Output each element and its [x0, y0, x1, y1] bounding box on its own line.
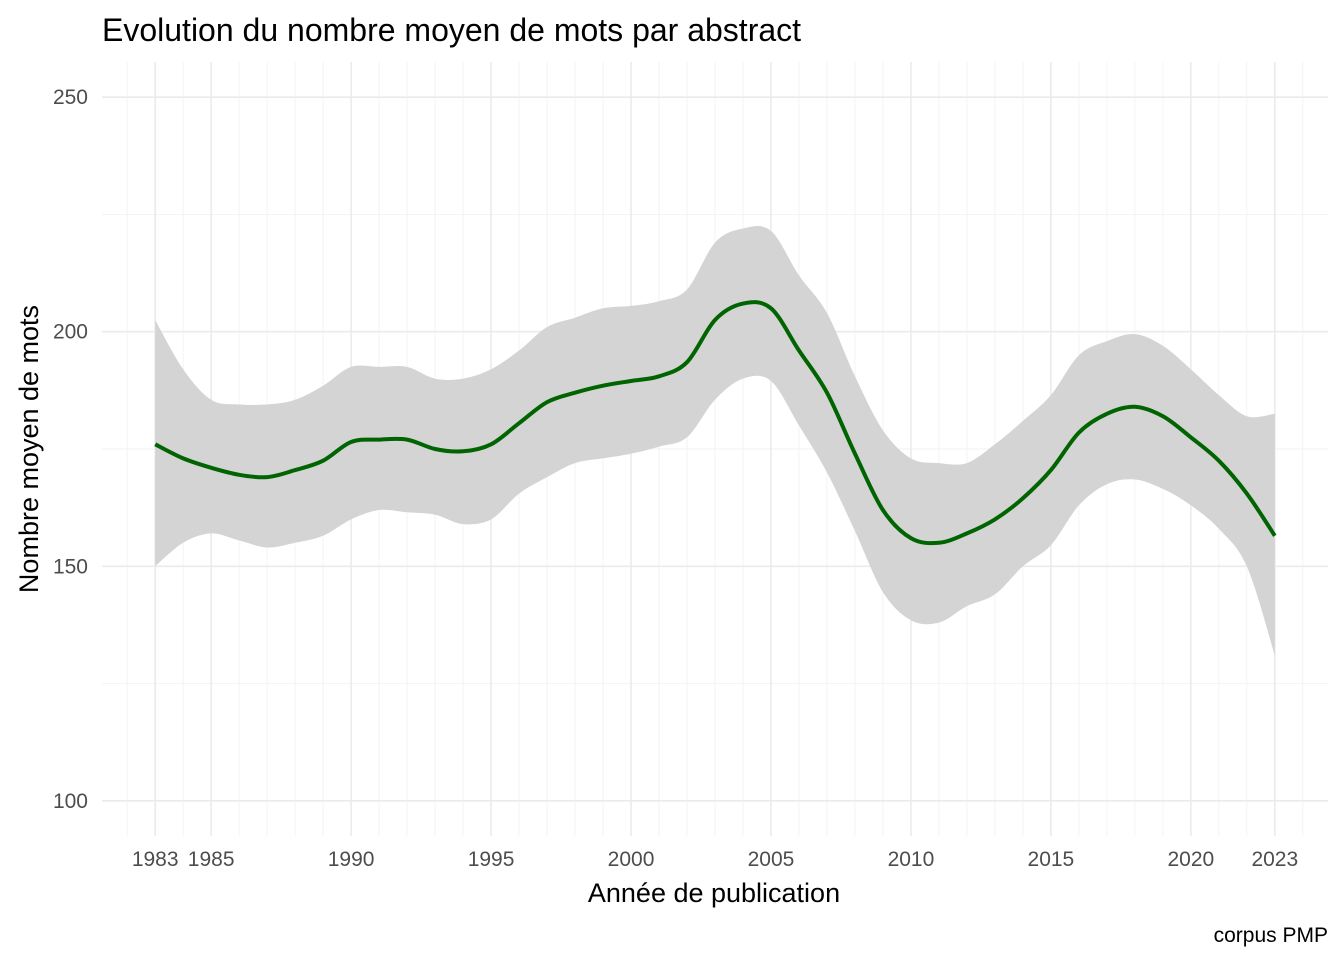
x-tick-label: 1985	[188, 848, 235, 871]
x-tick-label: 2020	[1167, 848, 1214, 871]
y-axis-title: Nombre moyen de mots	[14, 305, 44, 593]
x-tick-label: 2000	[608, 848, 655, 871]
x-tick-label: 2015	[1028, 848, 1075, 871]
series-line	[154, 300, 1277, 546]
x-tick-label: 1983	[132, 848, 179, 871]
x-axis-ticks: 1983 1985 1990 1995 2000 2005 2010 2015 2020 2023	[132, 848, 1298, 871]
series-line-group	[154, 300, 1277, 546]
x-tick-label: 2023	[1251, 848, 1298, 871]
y-tick-label: 200	[53, 321, 88, 344]
y-tick-label: 250	[53, 86, 88, 109]
y-tick-label: 150	[53, 555, 88, 578]
y-tick-label: 100	[53, 790, 88, 813]
x-tick-label: 2010	[888, 848, 935, 871]
y-axis-ticks: 100 150 200 250	[53, 86, 88, 813]
chart-title: Evolution du nombre moyen de mots par ab…	[102, 12, 801, 48]
confidence-ribbon	[155, 226, 1275, 656]
x-tick-label: 2005	[748, 848, 795, 871]
chart-caption: corpus PMP	[1214, 924, 1328, 947]
confidence-ribbon-group	[155, 226, 1275, 656]
x-tick-label: 1995	[468, 848, 515, 871]
x-tick-label: 1990	[328, 848, 375, 871]
x-axis-title: Année de publication	[588, 878, 840, 908]
